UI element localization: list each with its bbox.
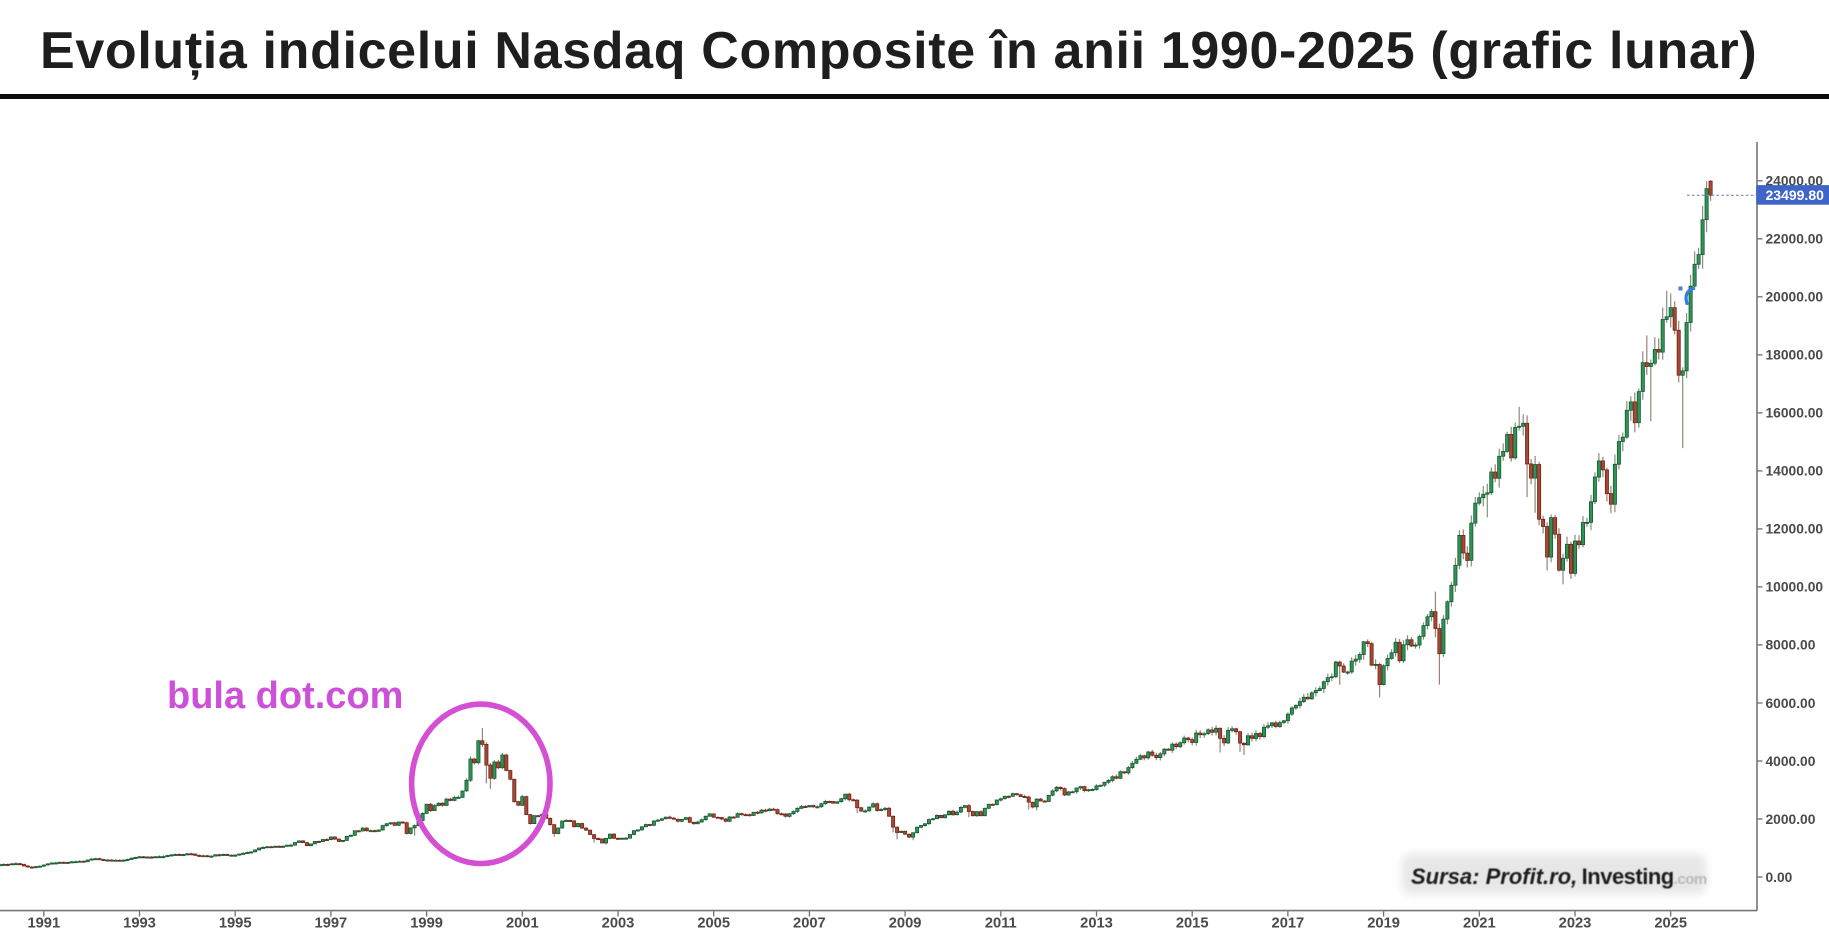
svg-text:16000.00: 16000.00 <box>1766 406 1824 421</box>
svg-text:2009: 2009 <box>889 916 922 932</box>
svg-text:18000.00: 18000.00 <box>1766 348 1824 363</box>
svg-text:2007: 2007 <box>793 916 826 932</box>
svg-text:2003: 2003 <box>602 916 635 932</box>
svg-text:20000.00: 20000.00 <box>1766 290 1824 305</box>
svg-text:2023: 2023 <box>1559 916 1592 932</box>
svg-text:24000.00: 24000.00 <box>1766 174 1824 189</box>
svg-text:2001: 2001 <box>506 916 539 932</box>
svg-text:1991: 1991 <box>27 916 60 932</box>
svg-text:1993: 1993 <box>123 916 156 932</box>
svg-text:14000.00: 14000.00 <box>1766 464 1824 479</box>
svg-text:2011: 2011 <box>985 916 1017 932</box>
svg-text:1997: 1997 <box>315 916 348 932</box>
svg-text:1995: 1995 <box>219 916 252 932</box>
svg-text:2015: 2015 <box>1176 916 1209 932</box>
svg-text:0.00: 0.00 <box>1766 870 1793 885</box>
svg-text:6000.00: 6000.00 <box>1766 696 1816 711</box>
svg-text:2019: 2019 <box>1367 916 1400 932</box>
svg-text:2005: 2005 <box>697 916 730 932</box>
svg-text:2025: 2025 <box>1654 916 1687 932</box>
svg-text:10000.00: 10000.00 <box>1766 580 1824 595</box>
svg-text:23499.80: 23499.80 <box>1766 187 1825 203</box>
svg-text:12000.00: 12000.00 <box>1766 522 1824 537</box>
svg-text:8000.00: 8000.00 <box>1766 638 1816 653</box>
svg-text:1999: 1999 <box>410 916 443 932</box>
svg-text:22000.00: 22000.00 <box>1766 232 1824 247</box>
svg-text:2017: 2017 <box>1272 916 1305 932</box>
svg-text:2013: 2013 <box>1080 916 1113 932</box>
svg-text:2021: 2021 <box>1463 916 1496 932</box>
svg-text:4000.00: 4000.00 <box>1766 754 1816 769</box>
svg-text:2000.00: 2000.00 <box>1766 812 1816 827</box>
